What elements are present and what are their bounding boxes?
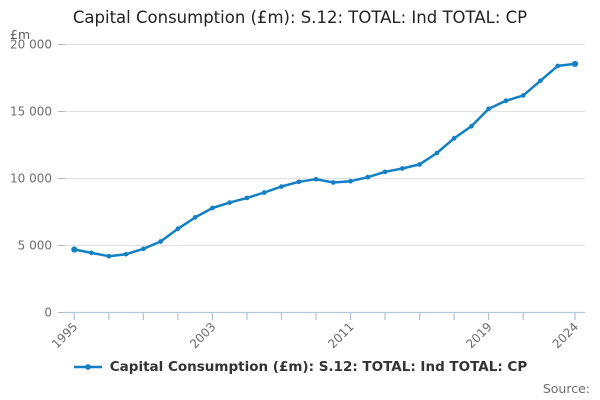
y-tick-label: 15 000	[10, 105, 52, 119]
data-point-2003[interactable]	[210, 205, 215, 211]
legend[interactable]: Capital Consumption (£m): S.12: TOTAL: I…	[0, 359, 600, 375]
data-point-2007[interactable]	[279, 184, 284, 189]
data-point-1997[interactable]	[106, 253, 112, 259]
y-axis-unit-label: £m	[10, 27, 31, 42]
data-point-2013[interactable]	[382, 169, 388, 175]
data-point-2001[interactable]	[175, 226, 181, 232]
legend-point-icon	[84, 364, 91, 370]
data-point-2004[interactable]	[227, 200, 233, 205]
legend-label: Capital Consumption (£m): S.12: TOTAL: I…	[109, 359, 528, 375]
chart-title: Capital Consumption (£m): S.12: TOTAL: I…	[72, 8, 528, 27]
data-series-line[interactable]	[73, 62, 577, 258]
data-point-2020[interactable]	[503, 98, 509, 104]
x-tick-label: 2003	[187, 320, 218, 351]
y-tick-label: 20 000	[10, 38, 52, 52]
source-label: Source:	[542, 381, 590, 396]
y-tick-label: 5 000	[18, 239, 52, 253]
x-tick-label: 2019	[463, 320, 494, 351]
data-point-2018[interactable]	[469, 123, 474, 129]
data-point-2014[interactable]	[399, 166, 405, 171]
data-point-1995[interactable]	[71, 246, 78, 253]
data-point-2023[interactable]	[555, 63, 561, 69]
data-point-2022[interactable]	[538, 78, 543, 84]
data-point-2009[interactable]	[313, 176, 319, 182]
data-point-2019[interactable]	[486, 106, 492, 112]
data-point-1999[interactable]	[141, 246, 146, 252]
data-point-2024[interactable]	[571, 60, 579, 68]
x-tick-label: 1995	[49, 320, 80, 351]
x-tick-label: 2024	[550, 320, 581, 351]
legend-line-marker-icon	[73, 364, 102, 370]
data-point-2008[interactable]	[296, 179, 302, 185]
x-tick-label: 2011	[325, 320, 356, 351]
data-point-2012[interactable]	[365, 174, 371, 180]
y-tick-label: 10 000	[10, 172, 52, 186]
data-point-2011[interactable]	[348, 178, 353, 184]
data-point-2010[interactable]	[330, 180, 336, 185]
data-point-2002[interactable]	[192, 215, 198, 220]
data-point-2017[interactable]	[451, 135, 457, 141]
data-point-2016[interactable]	[434, 150, 440, 156]
y-tick-label: 0	[44, 306, 52, 320]
data-point-1996[interactable]	[89, 250, 94, 256]
data-point-1998[interactable]	[123, 251, 129, 257]
data-point-2000[interactable]	[158, 239, 163, 244]
data-point-2006[interactable]	[261, 190, 267, 195]
data-point-2015[interactable]	[417, 162, 422, 167]
data-point-2021[interactable]	[520, 93, 526, 98]
data-point-2005[interactable]	[244, 195, 250, 201]
